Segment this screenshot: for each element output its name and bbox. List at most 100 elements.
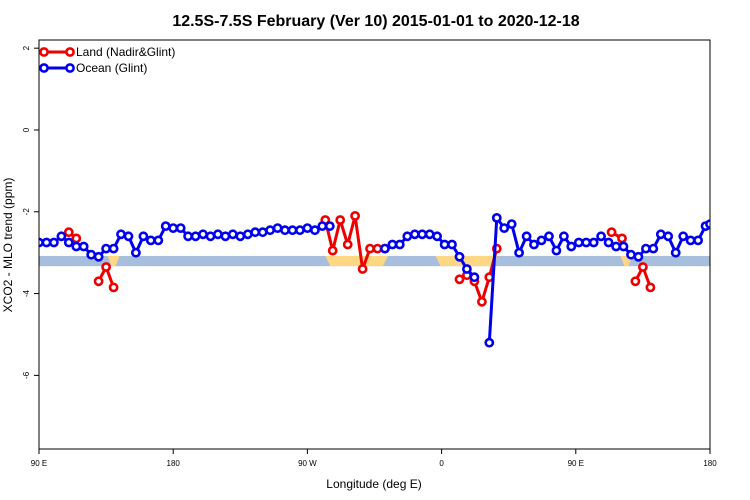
land-data-point (606, 227, 617, 238)
land-data-point (63, 227, 74, 238)
ocean-data-point (198, 229, 208, 240)
ocean-data-point (603, 237, 614, 248)
ocean-data-point (685, 235, 696, 246)
y-tick-label: -4 (22, 289, 31, 297)
ocean-data-point (265, 225, 275, 236)
ocean-data-point (461, 264, 472, 274)
ocean-data-point (175, 223, 186, 233)
land-band-1 (435, 255, 497, 267)
ocean-data-point (529, 239, 539, 250)
x-tick-label: 180 (167, 459, 181, 468)
ocean-data-point (294, 225, 305, 236)
plot-frame (38, 39, 711, 450)
ocean-data-point (514, 247, 524, 258)
y-tick-label: -2 (22, 208, 31, 216)
ocean-data-point (469, 272, 480, 283)
ocean-data-point (205, 231, 216, 242)
ocean-data-point (317, 221, 328, 231)
x-tick-label: 90 E (568, 459, 584, 468)
ocean-data-point (566, 241, 577, 252)
y-axis-label: XCO2 - MLO trend (ppm) (1, 178, 15, 313)
ocean-data-point (78, 241, 89, 252)
ocean-data-point (424, 229, 435, 240)
ocean-data-point (379, 243, 390, 254)
ocean-data-point (123, 231, 134, 242)
legend-marker-land (65, 47, 75, 57)
ocean-data-point (168, 223, 179, 233)
ocean-data-point (56, 231, 67, 242)
ocean-data-point (581, 237, 592, 248)
land-data-point (645, 282, 656, 293)
ocean-data-point (309, 225, 320, 236)
land-data-point (342, 239, 353, 250)
land-data-point (638, 262, 648, 272)
ocean-data-point (160, 221, 171, 231)
ocean-data-point (130, 247, 141, 258)
y-tick-label: 0 (22, 127, 31, 132)
ocean-data-point (49, 237, 59, 248)
land-data-point (357, 264, 368, 274)
ocean-data-point (302, 223, 313, 233)
ocean-data-point (63, 237, 74, 248)
land-band-0 (325, 255, 388, 267)
legend-label-ocean: Ocean (Glint) (76, 61, 147, 75)
ocean-data-point (588, 237, 599, 248)
land-data-point (335, 215, 346, 225)
ocean-data-point (491, 212, 502, 223)
ocean-data-point (596, 231, 606, 242)
ocean-data-point (432, 231, 442, 242)
land-data-point (617, 233, 627, 244)
ocean-data-point (678, 231, 689, 242)
x-tick-label: 90 W (298, 459, 317, 468)
ocean-data-point (402, 231, 413, 242)
ocean-data-point (663, 231, 674, 242)
y-tick-label: -6 (22, 371, 31, 379)
ocean-data-point (257, 227, 268, 238)
ocean-data-point (506, 219, 517, 229)
ocean-data-point (648, 243, 659, 254)
ocean-data-point (235, 231, 246, 242)
ocean-data-point (551, 245, 562, 256)
land-data-point (476, 296, 487, 307)
x-axis-label: Longitude (deg E) (326, 477, 421, 491)
land-data-point (630, 276, 641, 287)
land-data-point (71, 233, 82, 244)
ocean-data-point (93, 251, 104, 262)
ocean-data-point (138, 231, 149, 242)
ocean-data-point (324, 221, 335, 231)
legend-marker-land (39, 47, 49, 57)
ocean-data-point (499, 223, 510, 233)
ocean-data-point (108, 243, 119, 254)
ocean-data-point (220, 231, 231, 242)
legend-marker-ocean (39, 63, 49, 73)
ocean-data-point (394, 239, 405, 250)
ocean-data-point (693, 235, 703, 246)
ocean-data-point (116, 229, 126, 240)
ocean-data-point (521, 231, 532, 242)
legend: Land (Nadir&Glint) Ocean (Glint) (39, 45, 175, 75)
ocean-data-point (633, 251, 644, 262)
ocean-data-point (417, 229, 428, 240)
x-tick-label: 180 (703, 459, 717, 468)
ocean-data-point (559, 231, 569, 242)
ocean-data-point (183, 231, 193, 242)
land-data-point (93, 276, 104, 287)
chart-title: 12.5S-7.5S February (Ver 10) 2015-01-01 … (172, 13, 579, 30)
y-axis: 2 0 -2 -4 -6 (22, 45, 39, 379)
legend-label-land: Land (Nadir&Glint) (76, 45, 175, 59)
ocean-data-point (250, 227, 261, 238)
series-layer (39, 210, 710, 348)
land-band-2 (107, 255, 120, 267)
ocean-data-point (145, 235, 156, 246)
land-data-point (108, 282, 119, 293)
land-ocean-mask (39, 255, 710, 267)
ocean-data-point (153, 235, 164, 246)
ocean-data-point (536, 235, 547, 246)
legend-marker-ocean (65, 63, 75, 73)
x-tick-label: 90 E (31, 459, 47, 468)
ocean-data-point (454, 251, 465, 262)
ocean-data-point (670, 247, 681, 258)
ocean-data-point (212, 229, 223, 240)
ocean-data-point (544, 231, 554, 242)
